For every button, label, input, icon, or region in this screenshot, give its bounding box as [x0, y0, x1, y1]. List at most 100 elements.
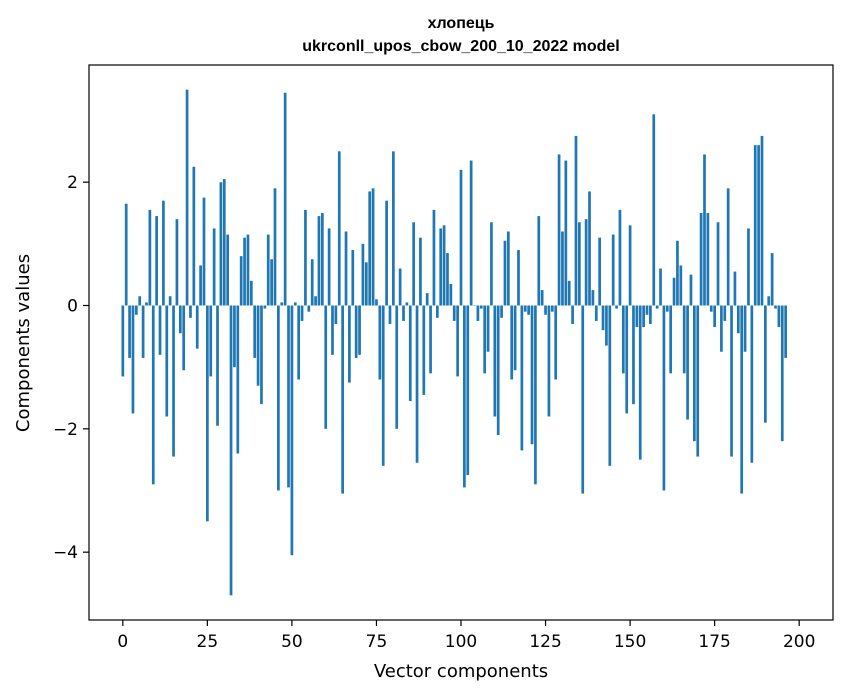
bar	[486, 305, 490, 352]
x-tick-label: 50	[281, 632, 303, 652]
bar	[733, 271, 737, 306]
bar	[780, 305, 784, 442]
bar	[388, 305, 392, 324]
x-tick-label: 175	[698, 632, 730, 652]
bar	[730, 305, 733, 457]
bar	[598, 237, 602, 306]
bar	[753, 145, 757, 306]
bar	[669, 305, 673, 374]
bar	[155, 216, 158, 306]
bar	[134, 305, 138, 315]
bar	[506, 231, 510, 306]
bar	[716, 222, 720, 306]
x-tick-label: 0	[117, 632, 128, 652]
bar	[750, 305, 754, 463]
bar	[534, 305, 537, 485]
bar	[743, 305, 747, 352]
bar	[172, 305, 175, 457]
bar	[385, 200, 388, 306]
bar	[520, 305, 524, 451]
bar	[412, 222, 416, 306]
bar	[615, 305, 618, 309]
bar	[550, 305, 554, 312]
bar	[581, 305, 585, 494]
bar	[405, 302, 409, 306]
bar	[216, 305, 219, 426]
bar	[517, 250, 520, 306]
bar	[368, 191, 372, 306]
bar	[483, 305, 487, 374]
bar	[348, 305, 351, 383]
bar	[561, 231, 564, 306]
y-tick-label: 2	[67, 173, 78, 193]
bar	[662, 305, 666, 491]
bar	[496, 305, 500, 435]
bar	[381, 305, 385, 466]
bar	[331, 305, 334, 355]
bar	[266, 234, 270, 306]
bar	[567, 280, 571, 306]
bar	[324, 305, 328, 429]
bar	[206, 305, 209, 522]
bar	[446, 253, 449, 306]
bar	[608, 305, 612, 466]
bar	[202, 197, 206, 306]
bar	[425, 293, 429, 306]
bar	[162, 200, 165, 306]
bar	[628, 225, 632, 306]
bar	[165, 305, 169, 417]
bar	[327, 228, 331, 306]
bar	[229, 305, 233, 596]
plot-frame	[88, 64, 834, 621]
bar	[578, 222, 581, 306]
bar	[290, 305, 294, 556]
bar	[320, 213, 324, 306]
bar	[463, 305, 466, 488]
bar	[611, 234, 615, 306]
bar	[351, 250, 355, 306]
bar	[175, 219, 179, 306]
bar	[635, 305, 639, 328]
bar	[757, 145, 760, 306]
bar	[277, 305, 280, 491]
bar	[510, 305, 514, 380]
x-tick-label: 100	[445, 632, 477, 652]
bar	[358, 305, 361, 355]
bar	[513, 305, 517, 371]
bar	[233, 305, 236, 368]
y-tick-label: −4	[53, 543, 78, 563]
bar	[784, 305, 788, 358]
bar	[415, 305, 419, 463]
bar	[429, 305, 432, 374]
bar	[557, 154, 561, 306]
bar	[145, 302, 148, 306]
bar	[530, 305, 534, 445]
bar	[699, 213, 703, 306]
x-tick-label: 125	[529, 632, 561, 652]
y-axis-ticks: −4 −2 0 2	[53, 173, 89, 563]
bar	[459, 169, 463, 306]
bar	[287, 305, 290, 488]
bar	[571, 305, 574, 324]
bar	[364, 262, 368, 306]
bar	[243, 237, 246, 306]
bar	[439, 228, 443, 306]
bar	[341, 305, 344, 494]
chart-title: хлопець	[428, 15, 495, 32]
bar	[601, 305, 605, 331]
bar-series	[121, 89, 788, 596]
bar	[253, 305, 257, 358]
bar	[632, 305, 635, 405]
bar	[764, 305, 767, 423]
bar	[408, 305, 412, 402]
bar	[442, 225, 446, 306]
bar	[192, 166, 196, 306]
bar	[392, 151, 395, 306]
bar	[239, 256, 243, 306]
bar	[435, 305, 439, 318]
bar	[307, 305, 311, 312]
bar	[523, 305, 527, 312]
bar	[185, 89, 189, 306]
bar	[584, 219, 588, 306]
bar	[280, 302, 284, 306]
